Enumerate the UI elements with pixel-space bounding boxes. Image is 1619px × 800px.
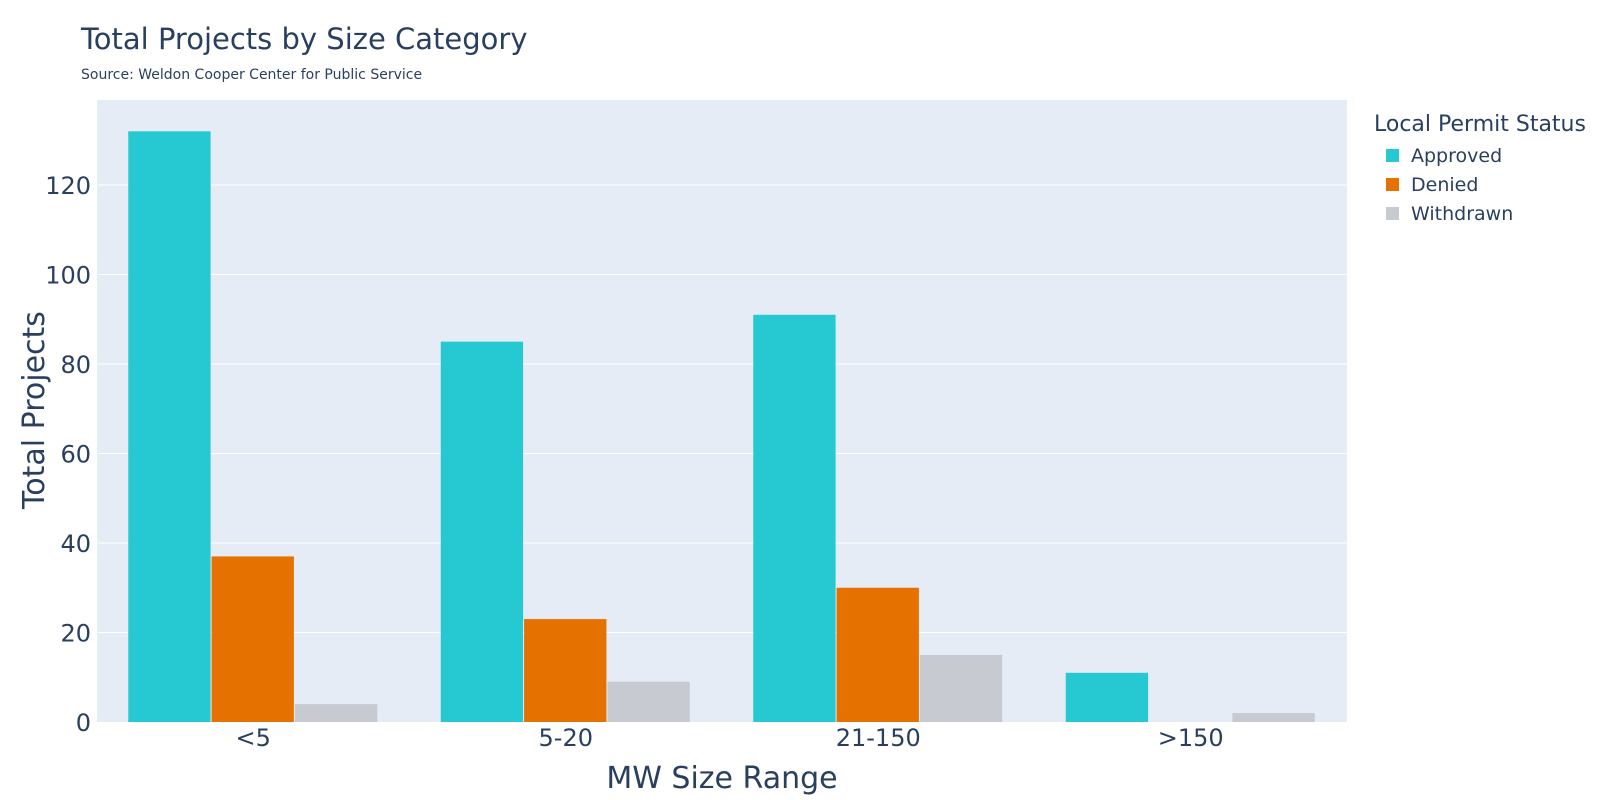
legend-swatch (1386, 178, 1399, 191)
legend-label: Denied (1411, 174, 1478, 196)
y-tick-label: 100 (45, 262, 91, 290)
x-axis-ticks: <5 5-20 21-150 >150 (236, 724, 1224, 752)
y-axis-ticks: 0 20 40 60 80 100 120 (45, 172, 91, 737)
x-tick-label: >150 (1158, 724, 1224, 752)
bar-denied-1[interactable] (524, 619, 607, 722)
bar-denied-2[interactable] (836, 587, 919, 722)
chart-title: Total Projects by Size Category (80, 22, 528, 56)
y-axis-title: Total Projects (17, 311, 52, 510)
y-tick-label: 60 (60, 441, 91, 469)
x-tick-label: 5-20 (539, 724, 593, 752)
x-tick-label: 21-150 (836, 724, 921, 752)
bar-withdrawn-1[interactable] (607, 681, 690, 722)
legend-item-withdrawn[interactable]: Withdrawn (1386, 203, 1513, 225)
y-tick-label: 120 (45, 172, 91, 200)
y-tick-label: 20 (60, 620, 91, 648)
legend[interactable]: Local Permit Status Approved Denied Withdr… (1374, 112, 1586, 225)
legend-items[interactable]: Approved Denied Withdrawn (1386, 145, 1513, 225)
bar-denied-0[interactable] (211, 556, 294, 722)
y-tick-label: 80 (60, 351, 91, 379)
legend-item-approved[interactable]: Approved (1386, 145, 1502, 167)
legend-label: Withdrawn (1411, 203, 1513, 225)
bar-approved-0[interactable] (128, 131, 211, 723)
legend-label: Approved (1411, 145, 1502, 167)
bar-approved-3[interactable] (1065, 672, 1149, 722)
bar-withdrawn-2[interactable] (919, 654, 1003, 722)
chart-subtitle: Source: Weldon Cooper Center for Public … (81, 67, 422, 83)
plot-area (97, 100, 1347, 722)
x-tick-label: <5 (236, 724, 271, 752)
legend-swatch (1386, 149, 1399, 162)
gridlines (97, 184, 1347, 634)
y-tick-label: 0 (76, 709, 91, 737)
bar-approved-2[interactable] (753, 314, 836, 722)
x-axis-title: MW Size Range (606, 761, 837, 796)
legend-swatch (1386, 207, 1399, 220)
y-tick-label: 40 (60, 530, 91, 558)
bar-approved-1[interactable] (440, 341, 524, 722)
bars (128, 131, 1315, 723)
legend-item-denied[interactable]: Denied (1386, 174, 1478, 196)
bar-withdrawn-3[interactable] (1232, 713, 1315, 722)
legend-title: Local Permit Status (1374, 112, 1586, 137)
bar-withdrawn-0[interactable] (294, 704, 378, 722)
